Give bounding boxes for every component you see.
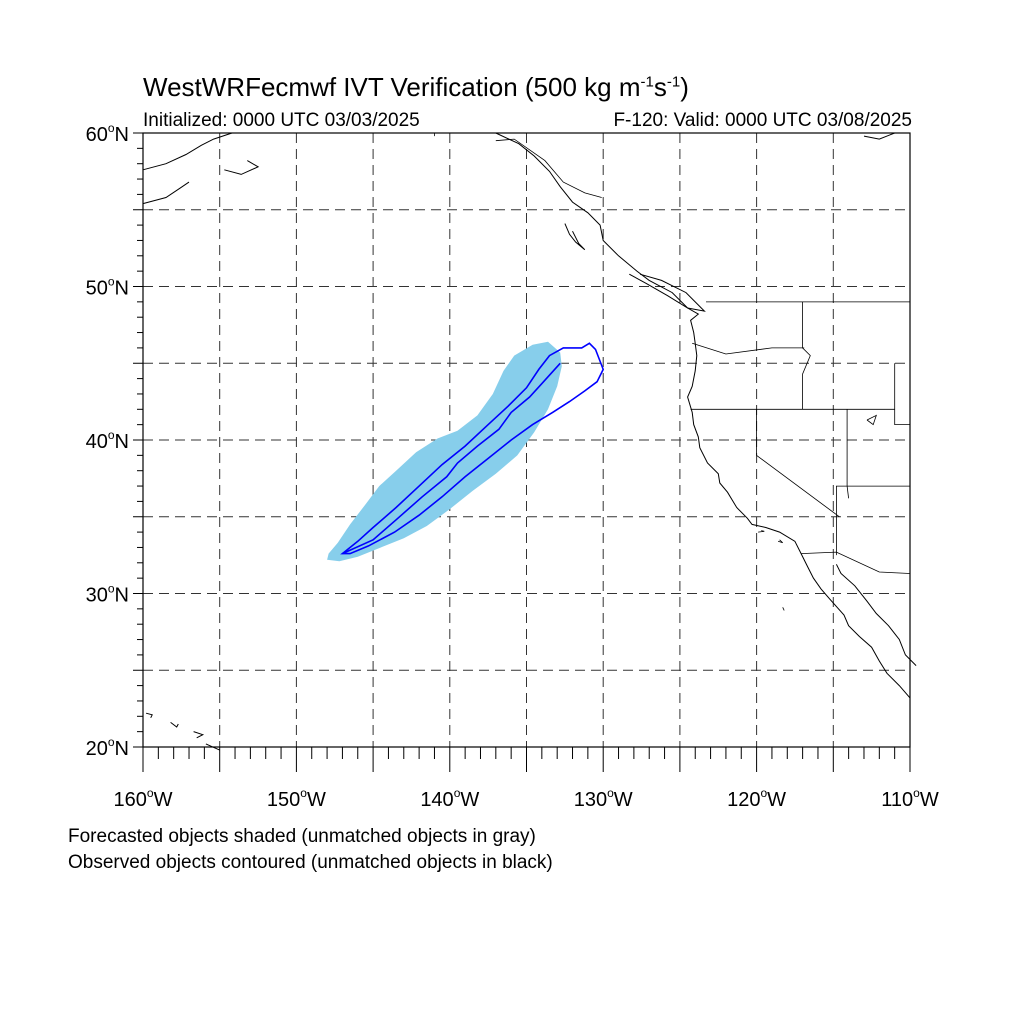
ivt-objects [327, 341, 605, 562]
forecast-object-shaded [327, 341, 562, 562]
observed-object-contour [340, 342, 605, 555]
axis-labels: 60oN 50oN 40oN 30oN 20oN 160oW 150oW 140oW 130oW… [86, 121, 939, 811]
lat-label: 40oN [86, 428, 129, 453]
initialized-time: Initialized: 0000 UTC 03/03/2025 [143, 110, 420, 131]
political-border [801, 551, 911, 574]
coastline [142, 181, 190, 205]
observed-object-contour-inner [342, 362, 561, 555]
valid-time: F-120: Valid: 0000 UTC 03/08/2025 [613, 110, 912, 131]
political-border [756, 409, 840, 518]
lat-label: 50oN [86, 275, 129, 300]
lon-label: 140oW [420, 786, 479, 811]
coastline [170, 722, 179, 728]
island-outline [866, 414, 877, 426]
political-border [836, 485, 910, 556]
coastline [564, 223, 586, 251]
political-border [894, 363, 910, 426]
coastline [193, 731, 205, 739]
island-outline [782, 607, 785, 611]
lon-label: 160oW [114, 786, 173, 811]
political-border [495, 138, 602, 198]
lon-label: 150oW [267, 786, 326, 811]
coastline [495, 132, 911, 699]
political-border [846, 409, 849, 499]
island-outline [758, 530, 765, 533]
coastline [145, 712, 153, 719]
coastline [142, 132, 233, 171]
coastline [863, 132, 895, 140]
lon-label: 130oW [574, 786, 633, 811]
lon-label: 110oW [881, 786, 939, 811]
coastline [835, 564, 917, 666]
lat-label: 30oN [86, 582, 129, 607]
coastline [224, 160, 260, 175]
political-border [802, 301, 811, 410]
lon-label: 120oW [727, 786, 786, 811]
lat-label: 20oN [86, 735, 129, 760]
political-border [692, 342, 805, 355]
legend-observed-note: Observed objects contoured (unmatched ob… [68, 852, 553, 873]
coastline [629, 273, 706, 312]
map-title: WestWRFecmwf IVT Verification (500 kg m-… [143, 72, 689, 102]
geography [142, 132, 917, 751]
axis-ticks [133, 132, 911, 772]
island-outline [777, 539, 783, 544]
lat-label: 60oN [86, 121, 129, 146]
legend-forecast-note: Forecasted objects shaded (unmatched obj… [68, 826, 536, 847]
